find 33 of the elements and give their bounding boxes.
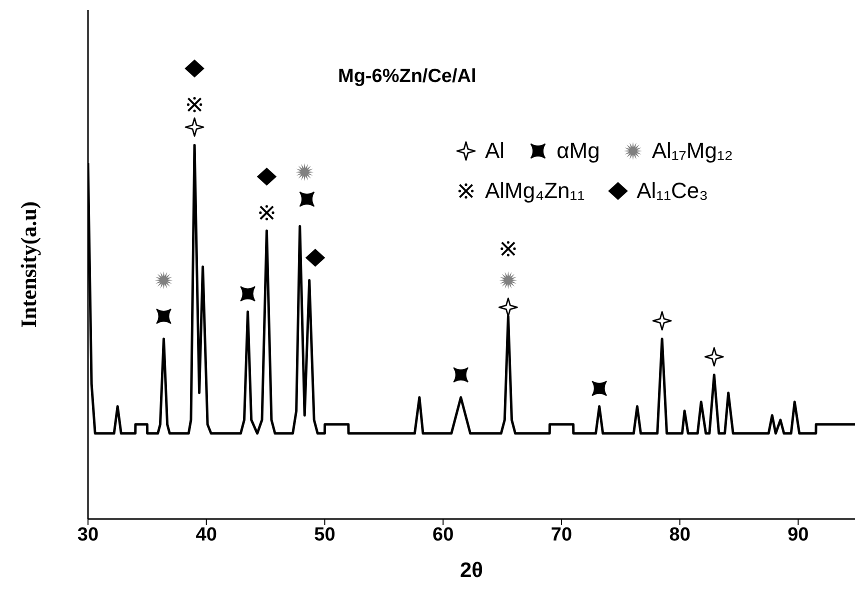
point [187, 97, 202, 112]
point [499, 271, 518, 290]
point [500, 241, 516, 256]
legend-label: Al [485, 138, 505, 164]
point [305, 248, 326, 267]
x-tick-label: 60 [432, 524, 454, 546]
point [184, 60, 204, 78]
point [652, 311, 672, 331]
point [184, 117, 204, 137]
point [256, 168, 277, 186]
x-axis-title: 2θ [460, 559, 484, 582]
y-axis-title: Intensity(a.u) [16, 201, 41, 328]
point [240, 286, 256, 302]
legend-label: Al₁₁Ce₃ [636, 178, 708, 204]
point [453, 367, 469, 383]
legend-label: AlMg₄Zn₁₁ [485, 178, 585, 204]
x-tick-label: 40 [196, 524, 217, 546]
x-tick-label: 50 [314, 524, 336, 546]
point [498, 298, 518, 317]
x-tick-label: 30 [77, 524, 99, 546]
legend-label: Al₁₇Mg₁₂ [652, 138, 733, 164]
x-tick-label: 80 [669, 524, 690, 546]
x-tick-label: 70 [550, 524, 572, 546]
point [299, 191, 315, 207]
x-tick-label: 90 [788, 524, 809, 546]
point [704, 347, 724, 367]
point [154, 271, 173, 290]
point [156, 308, 172, 324]
point [592, 380, 608, 396]
chart-title: Mg-6%Zn/Ce/Al [338, 66, 476, 88]
legend-label: αMg [556, 138, 600, 164]
point [259, 205, 274, 220]
point [296, 163, 314, 182]
